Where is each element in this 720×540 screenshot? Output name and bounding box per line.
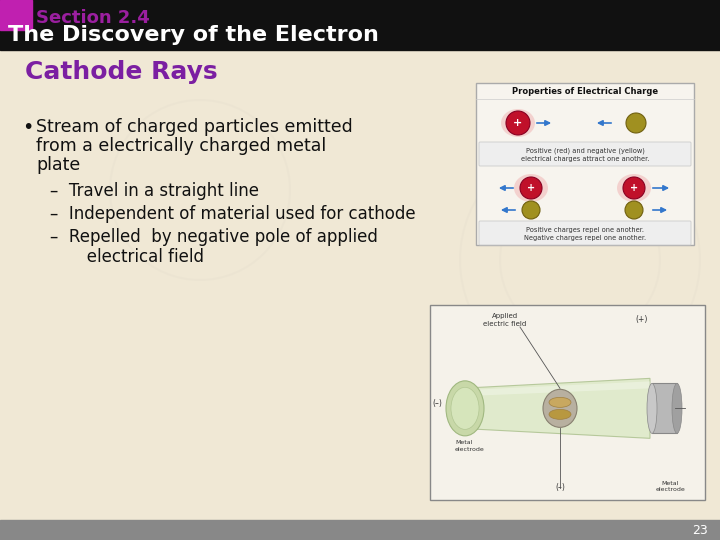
Ellipse shape: [549, 397, 571, 407]
Text: from a electrically charged metal: from a electrically charged metal: [36, 137, 326, 155]
Ellipse shape: [520, 177, 542, 199]
Ellipse shape: [514, 174, 548, 202]
Polygon shape: [460, 381, 650, 396]
Text: Positive (red) and negative (yellow)
electrical charges attract one another.: Positive (red) and negative (yellow) ele…: [521, 147, 649, 163]
Ellipse shape: [451, 387, 479, 429]
Text: plate: plate: [36, 156, 80, 174]
Text: Section 2.4: Section 2.4: [36, 9, 150, 27]
Text: Properties of Electrical Charge: Properties of Electrical Charge: [512, 86, 658, 96]
FancyBboxPatch shape: [479, 142, 691, 166]
Text: –  Independent of material used for cathode: – Independent of material used for catho…: [50, 205, 415, 223]
Bar: [652, 383, 677, 433]
Text: The Discovery of the Electron: The Discovery of the Electron: [8, 25, 379, 45]
Ellipse shape: [506, 111, 530, 135]
Text: electrical field: electrical field: [50, 248, 204, 266]
Bar: [0, 0, 720, 50]
Bar: [430, 305, 705, 500]
Ellipse shape: [549, 409, 571, 420]
Ellipse shape: [446, 381, 484, 436]
Text: 23: 23: [692, 523, 708, 537]
Text: Metal
electrode: Metal electrode: [655, 481, 685, 492]
Text: Metal
electrode: Metal electrode: [455, 440, 485, 451]
Text: (+): (+): [635, 315, 647, 324]
Text: –  Repelled  by negative pole of applied: – Repelled by negative pole of applied: [50, 228, 378, 246]
Text: +: +: [527, 183, 535, 193]
Ellipse shape: [501, 109, 535, 137]
Text: (–): (–): [555, 483, 565, 492]
Text: +: +: [513, 118, 523, 128]
Ellipse shape: [672, 383, 682, 433]
Ellipse shape: [647, 383, 657, 433]
Ellipse shape: [625, 201, 643, 219]
Bar: [0, 520, 720, 540]
Text: •: •: [22, 118, 33, 137]
Ellipse shape: [522, 201, 540, 219]
Bar: [0, 0, 32, 30]
Text: +: +: [630, 183, 638, 193]
Text: Positive charges repel one another.
Negative charges repel one another.: Positive charges repel one another. Nega…: [524, 227, 646, 241]
Ellipse shape: [543, 389, 577, 427]
FancyBboxPatch shape: [479, 221, 691, 245]
Text: Cathode Rays: Cathode Rays: [25, 60, 217, 84]
Ellipse shape: [623, 177, 645, 199]
Text: (–): (–): [432, 399, 442, 408]
Text: Stream of charged particles emitted: Stream of charged particles emitted: [36, 118, 353, 136]
Text: –  Travel in a straight line: – Travel in a straight line: [50, 182, 259, 200]
Ellipse shape: [617, 174, 651, 202]
Text: Applied
electric field: Applied electric field: [483, 313, 526, 327]
Bar: [476, 83, 694, 245]
Ellipse shape: [626, 113, 646, 133]
Polygon shape: [460, 379, 650, 438]
